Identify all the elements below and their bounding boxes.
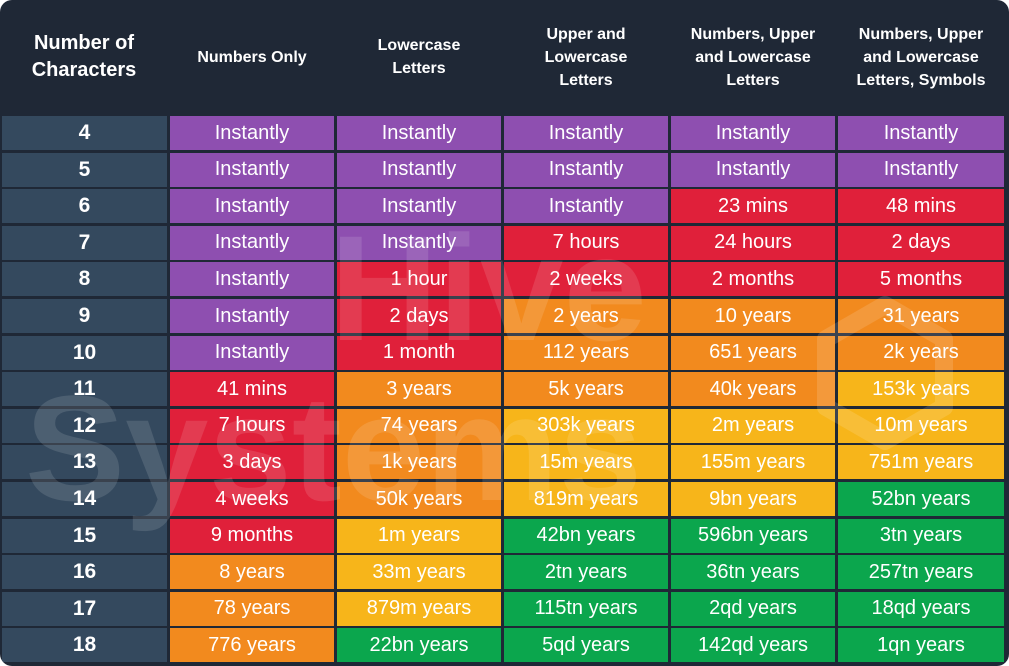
table-cell: Instantly [671,152,835,187]
table-cell: Instantly [170,299,334,333]
table-cell: 50k years [337,482,501,516]
table-cell: 1m years [337,518,501,553]
table-cell: Instantly [337,225,501,260]
table-cell: Instantly [170,152,334,187]
table-cell: 751m years [838,445,1004,480]
row-label: 5 [2,152,167,187]
table-cell: 9bn years [671,482,835,516]
table-cell: Instantly [504,116,668,150]
row-label: 11 [2,372,167,407]
table-cell: 2 weeks [504,262,668,297]
table-cell: Instantly [337,189,501,224]
table-cell: Instantly [671,116,835,150]
column-header: Numbers, Upper and Lowercase Letters, Sy… [856,25,986,89]
table-cell: 18qd years [838,591,1004,626]
row-label: 17 [2,591,167,626]
table-cell: 10 years [671,299,835,333]
table-cell: 1k years [337,445,501,480]
row-label: 4 [2,116,167,150]
table-cell: 36tn years [671,555,835,590]
table-cell: 2 days [337,299,501,333]
table-cell: 2 days [838,225,1004,260]
table-cell: Instantly [337,116,501,150]
table-cell: 15m years [504,445,668,480]
table-cell: 153k years [838,372,1004,407]
table-cell: Instantly [170,335,334,370]
table-cell: 41 mins [170,372,334,407]
table-cell: 1qn years [838,628,1004,663]
table-cell: Instantly [504,189,668,224]
table-cell: 651 years [671,335,835,370]
row-label: 13 [2,445,167,480]
table-cell: 2m years [671,408,835,443]
table-cell: Instantly [170,262,334,297]
table-cell: 2 months [671,262,835,297]
table-cell: 5 months [838,262,1004,297]
row-label: 18 [2,628,167,663]
row-label: 12 [2,408,167,443]
table-cell: Instantly [838,152,1004,187]
table-cell: 2tn years [504,555,668,590]
table-cell: Instantly [170,225,334,260]
table-cell: 776 years [170,628,334,663]
table-cell: 2k years [838,335,1004,370]
table-cell: 2qd years [671,591,835,626]
table-cell: 142qd years [671,628,835,663]
table-cell: 303k years [504,408,668,443]
row-label: 7 [2,225,167,260]
table-cell: Instantly [170,116,334,150]
table-cell: 22bn years [337,628,501,663]
table-cell: 7 hours [170,408,334,443]
table-cell: 8 years [170,555,334,590]
table-cell: 10m years [838,408,1004,443]
table-cell: 3tn years [838,518,1004,553]
table-cell: 1 hour [337,262,501,297]
row-label: 8 [2,262,167,297]
table-cell: 1 month [337,335,501,370]
row-label: 15 [2,518,167,553]
table-cell: 24 hours [671,225,835,260]
table-cell: Instantly [504,152,668,187]
row-label: 10 [2,335,167,370]
row-label: 14 [2,482,167,516]
table-cell: 9 months [170,518,334,553]
column-header: Numbers, Upper and Lowercase Letters [690,25,816,89]
table-cell: 42bn years [504,518,668,553]
table-cell: 5k years [504,372,668,407]
table-cell: Instantly [170,189,334,224]
row-label: 9 [2,299,167,333]
table-cell: 2 years [504,299,668,333]
table-cell: 40k years [671,372,835,407]
table-cell: 257tn years [838,555,1004,590]
table-cell: 23 mins [671,189,835,224]
table-cell: 33m years [337,555,501,590]
table-cell: 4 weeks [170,482,334,516]
table-cell: 48 mins [838,189,1004,224]
table-cell: 596bn years [671,518,835,553]
table-cell: 112 years [504,335,668,370]
column-header: Lowercase Letters [377,37,461,77]
column-header: Numbers Only [197,48,307,66]
table-cell: Instantly [337,152,501,187]
table-cell: 819m years [504,482,668,516]
table-cell: 7 hours [504,225,668,260]
table-cell: Instantly [838,116,1004,150]
row-label: 6 [2,189,167,224]
table-cell: 879m years [337,591,501,626]
corner-header: Number of Characters [31,32,137,81]
table-cell: 31 years [838,299,1004,333]
row-label: 16 [2,555,167,590]
table-cell: 3 years [337,372,501,407]
table-cell: 74 years [337,408,501,443]
table-cell: 5qd years [504,628,668,663]
table-cell: 115tn years [504,591,668,626]
table-cell: 155m years [671,445,835,480]
table-cell: 52bn years [838,482,1004,516]
column-header: Upper and Lowercase Letters [544,25,628,89]
table-cell: 3 days [170,445,334,480]
table-cell: 78 years [170,591,334,626]
